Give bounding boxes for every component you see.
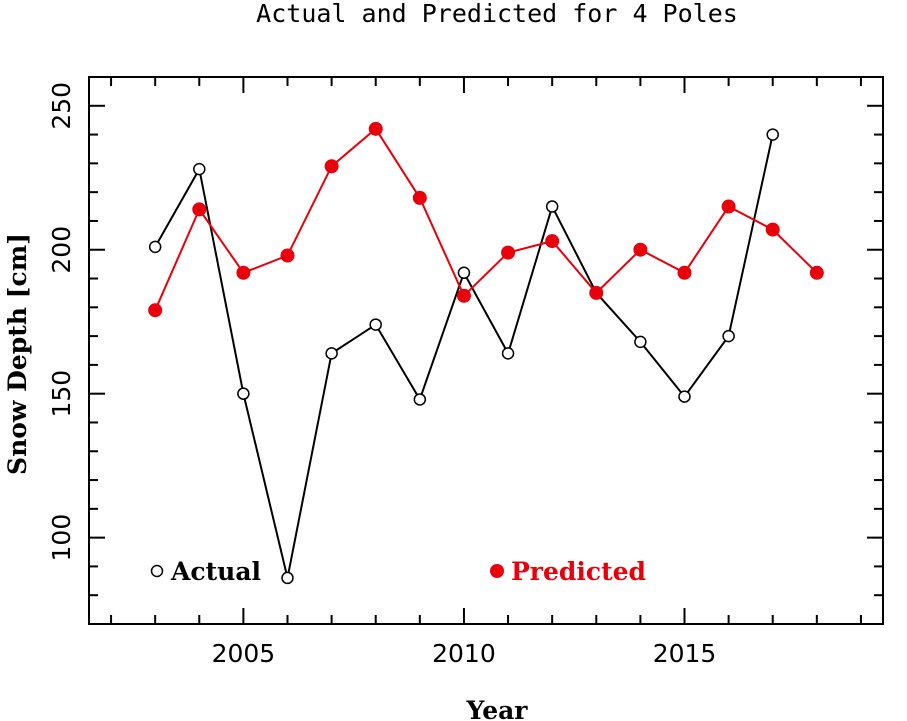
data-point-predicted (456, 288, 471, 303)
data-point-predicted (677, 265, 692, 280)
data-point-actual (501, 347, 515, 360)
series-line-predicted (154, 127, 818, 311)
data-point-actual (325, 347, 338, 360)
series-line-actual (154, 134, 774, 579)
data-point-predicted (721, 199, 736, 214)
data-point-actual (634, 335, 647, 349)
x-tick-label: 2015 (653, 639, 717, 668)
x-axis-label: Year (466, 696, 529, 721)
legend-label-actual: Actual (170, 557, 261, 586)
data-point-actual (193, 162, 206, 176)
y-tick-label: 150 (47, 370, 76, 418)
legend-label-predicted: Predicted (511, 557, 646, 586)
data-point-predicted (280, 248, 295, 263)
x-tick-label: 2010 (432, 639, 496, 668)
data-point-actual (413, 393, 427, 406)
y-tick-label: 250 (47, 82, 76, 130)
data-point-actual (766, 128, 779, 141)
legend-marker-predicted (490, 564, 504, 578)
legend: Actual Predicted (150, 557, 646, 586)
data-point-predicted (368, 121, 383, 136)
data-point-predicted (633, 242, 648, 257)
y-axis-label: Snow Depth [cm] (3, 233, 32, 475)
data-point-predicted (148, 303, 163, 318)
data-point-predicted (412, 190, 427, 205)
data-point-predicted (589, 285, 604, 300)
data-point-actual (678, 390, 691, 403)
data-point-actual (545, 200, 559, 213)
data-point-actual (369, 318, 382, 331)
data-point-predicted (192, 202, 207, 217)
tick-labels: 2005 2010 2015 100 150 200 250 (47, 82, 716, 668)
data-point-actual (148, 240, 162, 254)
data-point-actual (281, 571, 294, 585)
data-point-predicted (501, 245, 516, 260)
y-tick-label: 100 (47, 514, 76, 562)
x-tick-label: 2005 (212, 639, 276, 668)
data-point-predicted (324, 159, 339, 174)
data-point-predicted (809, 265, 824, 280)
data-point-actual (237, 387, 250, 400)
y-tick-label: 200 (47, 226, 76, 274)
data-point-predicted (236, 265, 251, 280)
chart-title: Actual and Predicted for 4 Poles (256, 0, 738, 28)
legend-marker-actual (150, 564, 164, 578)
axis-ticks (89, 76, 883, 625)
data-point-actual (457, 266, 471, 280)
series-layer (148, 121, 824, 585)
data-point-actual (722, 329, 735, 343)
data-point-predicted (545, 234, 560, 249)
plot-frame (88, 76, 884, 625)
data-point-predicted (765, 222, 780, 237)
